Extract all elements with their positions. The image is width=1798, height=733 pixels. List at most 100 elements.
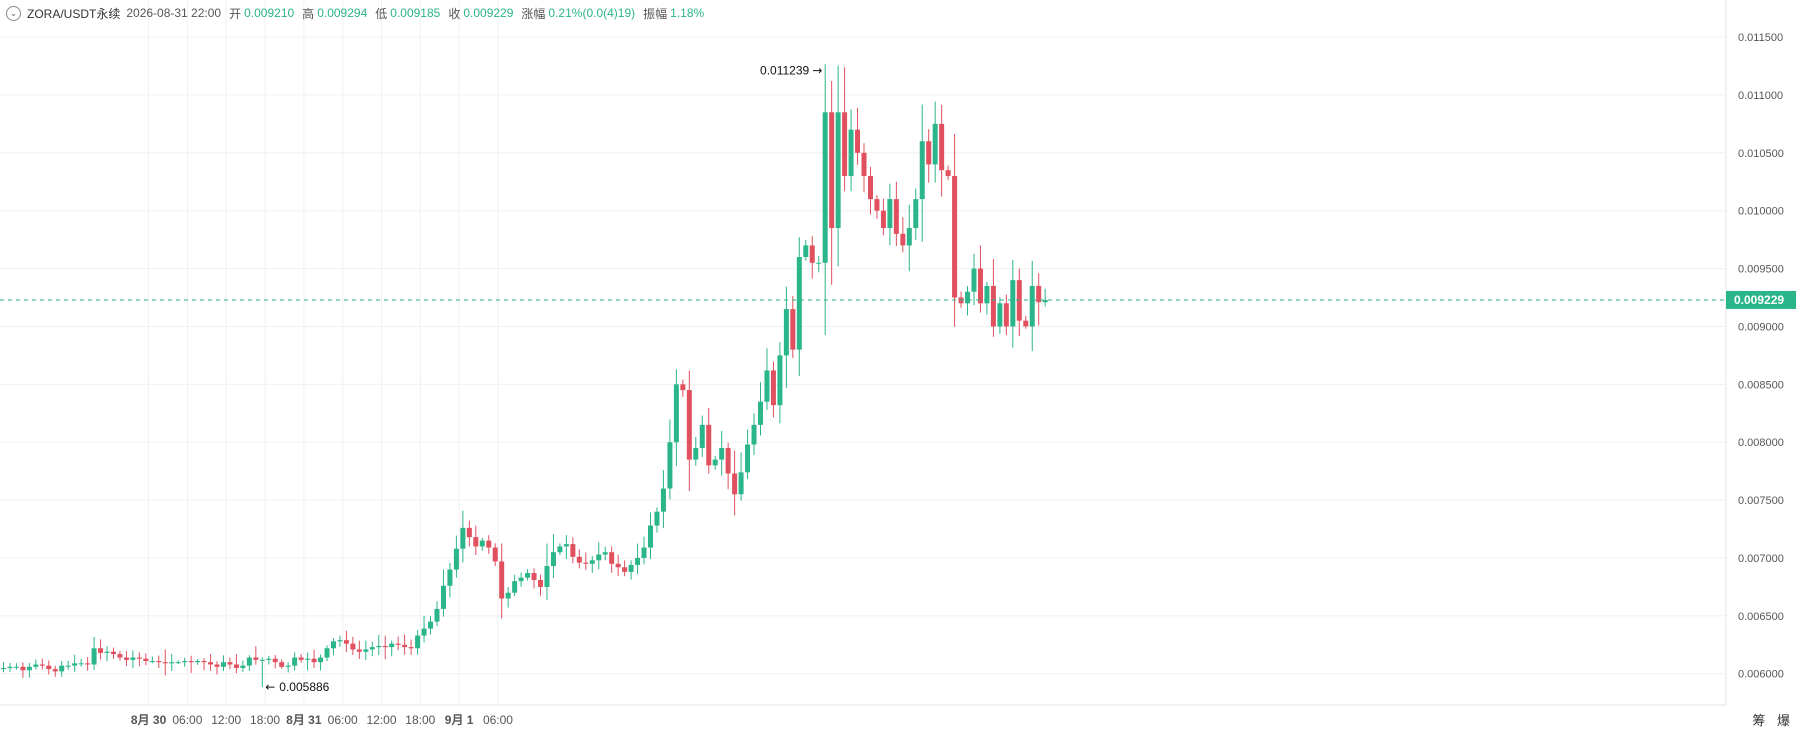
high-label: 高 bbox=[302, 6, 315, 21]
candle bbox=[220, 655, 226, 672]
candle-body bbox=[240, 665, 246, 668]
candle-body bbox=[1036, 285, 1042, 303]
min-annotation: ← 0.005886 bbox=[265, 680, 329, 694]
candle bbox=[492, 543, 498, 566]
candle-body bbox=[421, 628, 427, 636]
candle bbox=[123, 651, 129, 667]
candle-body bbox=[680, 384, 686, 391]
candle bbox=[1010, 259, 1016, 348]
candle bbox=[576, 549, 582, 569]
candle-body bbox=[945, 170, 951, 176]
candle-body bbox=[635, 557, 641, 565]
candle-body bbox=[466, 527, 472, 538]
y-tick-label: 0.009500 bbox=[1738, 264, 1784, 276]
candle-body bbox=[195, 661, 201, 663]
candle bbox=[52, 665, 58, 677]
y-tick-label: 0.006500 bbox=[1738, 611, 1784, 623]
candle bbox=[977, 245, 983, 313]
candle-body bbox=[887, 199, 893, 229]
candle bbox=[162, 649, 168, 676]
candle bbox=[1, 662, 6, 673]
candle-body bbox=[78, 663, 84, 665]
candle bbox=[686, 370, 692, 491]
candle bbox=[706, 407, 712, 474]
candle-body bbox=[408, 647, 414, 649]
candle-body bbox=[85, 663, 91, 665]
candle bbox=[98, 639, 104, 660]
candle-body bbox=[557, 546, 563, 553]
candle bbox=[1003, 294, 1009, 336]
x-tick-label: 06:00 bbox=[172, 713, 202, 727]
candle-body bbox=[208, 662, 214, 665]
max-price-label: 0.011239 bbox=[760, 63, 809, 77]
candle-body bbox=[369, 647, 375, 650]
candle-body bbox=[356, 649, 362, 652]
candle-body bbox=[415, 635, 421, 649]
arrow-right-icon: → bbox=[812, 63, 822, 77]
x-tick-label: 12:00 bbox=[211, 713, 241, 727]
candle bbox=[499, 543, 505, 619]
candle-body bbox=[298, 657, 304, 660]
candle-body bbox=[777, 355, 783, 406]
candle-body bbox=[434, 608, 440, 622]
candle-body bbox=[732, 473, 738, 495]
candle bbox=[764, 348, 770, 410]
candle bbox=[835, 65, 841, 267]
candle-body bbox=[473, 537, 479, 547]
candle-body bbox=[906, 228, 912, 246]
candle-body bbox=[790, 309, 796, 350]
close-label: 收 bbox=[448, 6, 461, 21]
change-label: 涨幅 bbox=[521, 6, 546, 21]
candle bbox=[648, 512, 653, 559]
candle bbox=[59, 660, 65, 677]
candle bbox=[175, 660, 181, 665]
symbol-label[interactable]: ZORA/USDT永续 bbox=[27, 6, 121, 21]
candle bbox=[945, 165, 951, 181]
candle-body bbox=[220, 662, 226, 667]
candle-body bbox=[460, 527, 466, 549]
candle bbox=[965, 285, 971, 316]
candle-body bbox=[13, 666, 19, 668]
candle-body bbox=[712, 459, 718, 466]
candle bbox=[654, 507, 660, 533]
candle-body bbox=[447, 569, 453, 586]
candle-body bbox=[253, 657, 259, 660]
candle-body bbox=[492, 547, 498, 562]
y-axis: 0.006000 0.006500 0.007000 0.007500 0.008000… bbox=[1725, 0, 1784, 705]
candle bbox=[641, 536, 647, 565]
candle-body bbox=[544, 566, 550, 587]
candle-body bbox=[376, 645, 382, 648]
candle bbox=[376, 634, 382, 656]
candle-body bbox=[1003, 303, 1009, 327]
x-tick-label: 8月 31 bbox=[286, 713, 322, 727]
candle-body bbox=[233, 664, 239, 668]
candle-body bbox=[363, 649, 369, 652]
candle-body bbox=[156, 661, 162, 663]
candle bbox=[538, 574, 544, 596]
candle-body bbox=[764, 370, 770, 402]
candle-body bbox=[395, 643, 401, 645]
candle bbox=[428, 616, 434, 635]
candle bbox=[337, 635, 343, 647]
candle bbox=[919, 104, 925, 242]
candle-body bbox=[667, 442, 673, 489]
candle-body bbox=[91, 648, 97, 665]
candle-body bbox=[861, 152, 867, 176]
candle-body bbox=[117, 654, 123, 658]
candle bbox=[130, 650, 136, 669]
corner-tools[interactable]: 筹 爆 bbox=[1752, 713, 1794, 728]
candle-body bbox=[318, 657, 324, 663]
candle bbox=[783, 286, 789, 388]
candle bbox=[285, 662, 291, 673]
candle bbox=[227, 657, 233, 670]
candle-body bbox=[272, 658, 278, 663]
candle-body bbox=[654, 511, 660, 526]
candle-body bbox=[149, 661, 155, 663]
candle bbox=[143, 653, 149, 666]
candle bbox=[874, 195, 880, 219]
collapse-icon[interactable]: ⌄ bbox=[6, 5, 21, 21]
candle bbox=[395, 636, 401, 651]
candle bbox=[279, 659, 285, 669]
candle-body bbox=[169, 662, 175, 664]
